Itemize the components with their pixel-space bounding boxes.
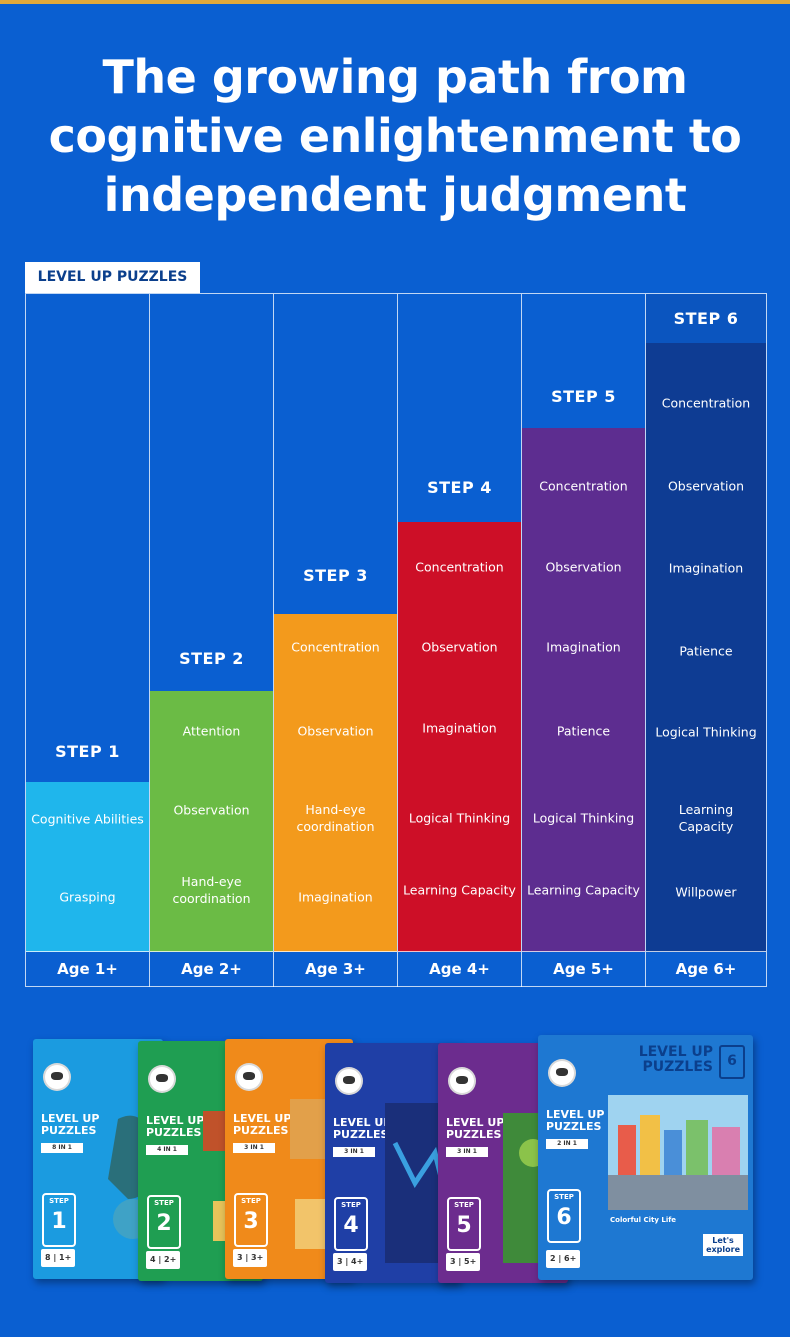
age-label: Age 3+ [274, 951, 397, 987]
step-label: STEP 3 [303, 566, 368, 585]
skill-label: Logical Thinking [408, 810, 511, 826]
step-label: STEP 4 [427, 478, 492, 497]
panda-logo-icon [448, 1067, 476, 1095]
skill-label: Logical Thinking [655, 724, 757, 740]
level-up-tag: LEVEL UP PUZZLES [25, 262, 200, 293]
skill-label: Willpower [675, 884, 737, 900]
city-art-icon [608, 1095, 748, 1210]
box-subtitle: Colorful City Life [610, 1216, 677, 1224]
lets-explore-label: Let's explore [703, 1234, 743, 1256]
in-one-label: 2 IN 1 [546, 1139, 588, 1149]
page-headline: The growing path from cognitive enlighte… [20, 48, 770, 225]
skill-label: Learning Capacity [403, 882, 516, 898]
skill-label: Attention [182, 723, 241, 739]
skill-label: Hand-eye coordination [172, 874, 251, 906]
skill-label: Cognitive Abilities [31, 811, 144, 827]
skill-label: Observation [545, 559, 622, 575]
step-column-4: STEP 4 Concentration Observation Imagina… [398, 294, 522, 987]
age-badge: 3 | 4+ [333, 1253, 368, 1271]
age-badge: 8 | 1+ [41, 1249, 76, 1267]
age-badge: 3 | 3+ [233, 1249, 268, 1267]
in-one-label: 4 IN 1 [146, 1145, 188, 1155]
age-label: Age 1+ [26, 951, 149, 987]
step-badge: STEP 2 [147, 1195, 181, 1249]
step-block-5: Concentration Observation Imagination Pa… [522, 428, 645, 952]
step-label: STEP 1 [55, 742, 120, 761]
skill-label: Observation [421, 639, 498, 655]
product-boxes: LEVEL UP PUZZLES 8 IN 1 STEP 1 8 | 1+ LEVE… [33, 1035, 753, 1285]
step-block-2: Attention Observation Hand-eye coordinat… [150, 691, 273, 952]
step-column-1: STEP 1 Cognitive Abilities Grasping Age … [26, 294, 150, 987]
skill-label: Concentration [291, 639, 380, 655]
skill-label: Learning Capacity [527, 882, 640, 898]
skill-label: Imagination [546, 639, 621, 655]
age-badge: 4 | 2+ [146, 1251, 181, 1269]
panda-logo-icon [148, 1065, 176, 1093]
box-title: LEVEL UP PUZZLES [41, 1112, 100, 1137]
step-badge: STEP 3 [234, 1193, 268, 1247]
step-6-tag: 6 [719, 1045, 745, 1079]
steps-grid: STEP 1 Cognitive Abilities Grasping Age … [25, 293, 767, 987]
skill-label: Logical Thinking [532, 810, 635, 826]
skill-label: Observation [667, 478, 745, 494]
step-column-3: STEP 3 Concentration Observation Hand-ey… [274, 294, 398, 987]
step-column-6: STEP 6 Concentration Observation Imagina… [646, 294, 766, 987]
skill-label: Observation [297, 723, 374, 739]
headline-line-2: cognitive enlightenment to [48, 109, 742, 163]
box-title: LEVEL UP PUZZLES [333, 1116, 392, 1141]
step-badge: STEP 1 [42, 1193, 76, 1247]
step-column-5: STEP 5 Concentration Observation Imagina… [522, 294, 646, 987]
skill-label: Concentration [415, 559, 504, 575]
box-title: LEVEL UP PUZZLES [233, 1112, 292, 1137]
step-block-3: Concentration Observation Hand-eye coord… [274, 614, 397, 952]
step-block-6: Concentration Observation Imagination Pa… [646, 343, 766, 952]
panda-logo-icon [548, 1059, 576, 1087]
box-big-title: LEVEL UP PUZZLES [638, 1044, 713, 1075]
panda-logo-icon [335, 1067, 363, 1095]
skill-label: Observation [173, 802, 250, 818]
headline-line-3: independent judgment [103, 168, 687, 222]
step-badge: STEP 6 [547, 1189, 581, 1243]
box-title: LEVEL UP PUZZLES [446, 1116, 505, 1141]
skill-label: Imagination [422, 720, 497, 736]
age-label: Age 2+ [150, 951, 273, 987]
in-one-label: 3 IN 1 [333, 1147, 375, 1157]
in-one-label: 8 IN 1 [41, 1143, 83, 1153]
in-one-label: 3 IN 1 [446, 1147, 488, 1157]
box-title: LEVEL UP PUZZLES [546, 1108, 605, 1133]
age-label: Age 4+ [398, 951, 521, 987]
age-label: Age 6+ [646, 951, 766, 987]
age-badge: 3 | 5+ [446, 1253, 481, 1271]
step-label: STEP 2 [179, 649, 244, 668]
panda-logo-icon [235, 1063, 263, 1091]
product-box-4: LEVEL UP PUZZLES 3 IN 1 STEP 4 3 | 4+ [325, 1043, 460, 1283]
headline-line-1: The growing path from [102, 50, 688, 104]
top-accent-line [0, 0, 790, 4]
skill-label: Concentration [539, 478, 628, 494]
skill-label: Concentration [661, 395, 751, 411]
step-block-1: Cognitive Abilities Grasping [26, 782, 149, 952]
step-column-2: STEP 2 Attention Observation Hand-eye co… [150, 294, 274, 987]
panda-logo-icon [43, 1063, 71, 1091]
skill-label: Patience [556, 723, 611, 739]
skill-label: Imagination [668, 560, 744, 576]
skill-label: Patience [679, 643, 733, 659]
step-badge: STEP 4 [334, 1197, 368, 1251]
step-block-4: Concentration Observation Imagination Lo… [398, 522, 521, 952]
box-title: LEVEL UP PUZZLES [146, 1114, 205, 1139]
step-badge: STEP 5 [447, 1197, 481, 1251]
in-one-label: 3 IN 1 [233, 1143, 275, 1153]
step-label: STEP 5 [551, 387, 616, 406]
step-label: STEP 6 [646, 294, 766, 343]
product-box-6: LEVEL UP PUZZLES 6 LEVEL UP PUZZLES 2 IN 1… [538, 1035, 753, 1280]
age-label: Age 5+ [522, 951, 645, 987]
skill-label: Grasping [59, 889, 116, 905]
age-badge: 2 | 6+ [546, 1250, 581, 1268]
skill-label: Hand-eye coordination [296, 802, 375, 834]
skill-label: Imagination [298, 889, 373, 905]
skill-label: Learning Capacity [678, 802, 734, 834]
